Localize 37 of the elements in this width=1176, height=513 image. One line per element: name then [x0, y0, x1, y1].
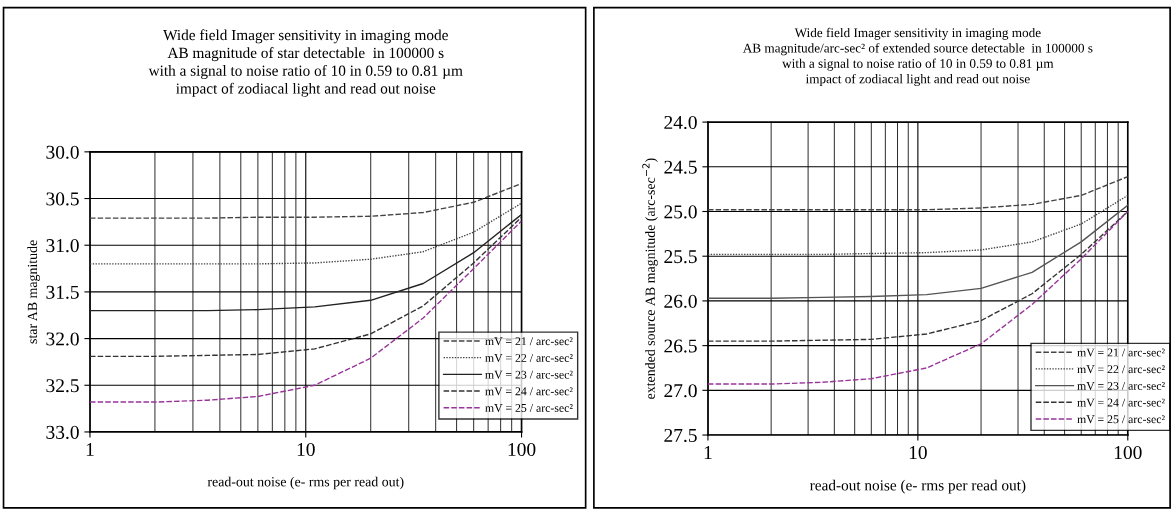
- chart-title: Wide field Imager sensitivity in imaging mode AB magnitude/arc-sec² of extended source detectable in 100000 s with a signal to noise ratio of 10 in 0.59 to 0.81 µm impact of zodiacal light and read out noise: [742, 27, 1093, 87]
- y-tick-label: 33.0: [46, 425, 79, 439]
- legend-label: mV = 24 / arc-sec²: [1077, 398, 1165, 407]
- legend-label: mV = 21 / arc-sec²: [1077, 348, 1165, 357]
- y-tick-label: 24.5: [664, 160, 697, 174]
- x-axis-title: read-out noise (e- rms per read out): [810, 479, 1026, 494]
- legend-label: mV = 23 / arc-sec²: [485, 370, 573, 379]
- x-tick-label: 1: [704, 446, 712, 459]
- legend-label: mV = 23 / arc-sec²: [1077, 381, 1165, 390]
- legend-label: mV = 22 / arc-sec²: [485, 353, 573, 362]
- x-tick-label: 100: [1114, 446, 1142, 460]
- y-tick-label: 31.0: [46, 239, 79, 253]
- y-tick-label: 30.0: [46, 145, 79, 159]
- y-tick-label: 24.0: [664, 115, 697, 130]
- y-tick-label: 25.0: [664, 205, 697, 219]
- y-tick-label: 27.0: [664, 384, 697, 398]
- y-axis-title: extended source AB magnitude (arc-sec$^{−2}$): [642, 158, 658, 399]
- y-tick-label: 31.5: [46, 285, 79, 299]
- y-tick-label: 25.5: [664, 250, 697, 264]
- y-tick-label: 27.5: [664, 428, 697, 443]
- y-tick-label: 26.5: [664, 339, 697, 353]
- x-tick-label: 10: [909, 446, 927, 460]
- x-axis-title: read-out noise (e- rms per read out): [207, 476, 404, 490]
- legend-label: mV = 21 / arc-sec²: [485, 337, 573, 346]
- y-axis-title: star AB magnitude: [27, 240, 40, 344]
- legend-label: mV = 25 / arc-sec²: [1077, 415, 1165, 424]
- x-tick-label: 10: [297, 442, 315, 457]
- y-tick-label: 32.5: [46, 379, 79, 393]
- y-tick-label: 26.0: [664, 294, 697, 308]
- x-tick-label: 100: [508, 442, 536, 457]
- x-tick-label: 1: [86, 443, 94, 456]
- legend-label: mV = 22 / arc-sec²: [1077, 365, 1165, 374]
- y-tick-label: 30.5: [46, 192, 79, 206]
- legend-label: mV = 24 / arc-sec²: [485, 387, 573, 396]
- chart-title: Wide field Imager sensitivity in imaging mode AB magnitude of star detectable in 100000 s with a signal to noise ratio of 10 in 0.59 to 0.81 µm impact of zodiacal light and read out noise: [148, 29, 463, 97]
- y-tick-label: 32.0: [46, 332, 79, 346]
- legend-label: mV = 25 / arc-sec²: [485, 404, 573, 412]
